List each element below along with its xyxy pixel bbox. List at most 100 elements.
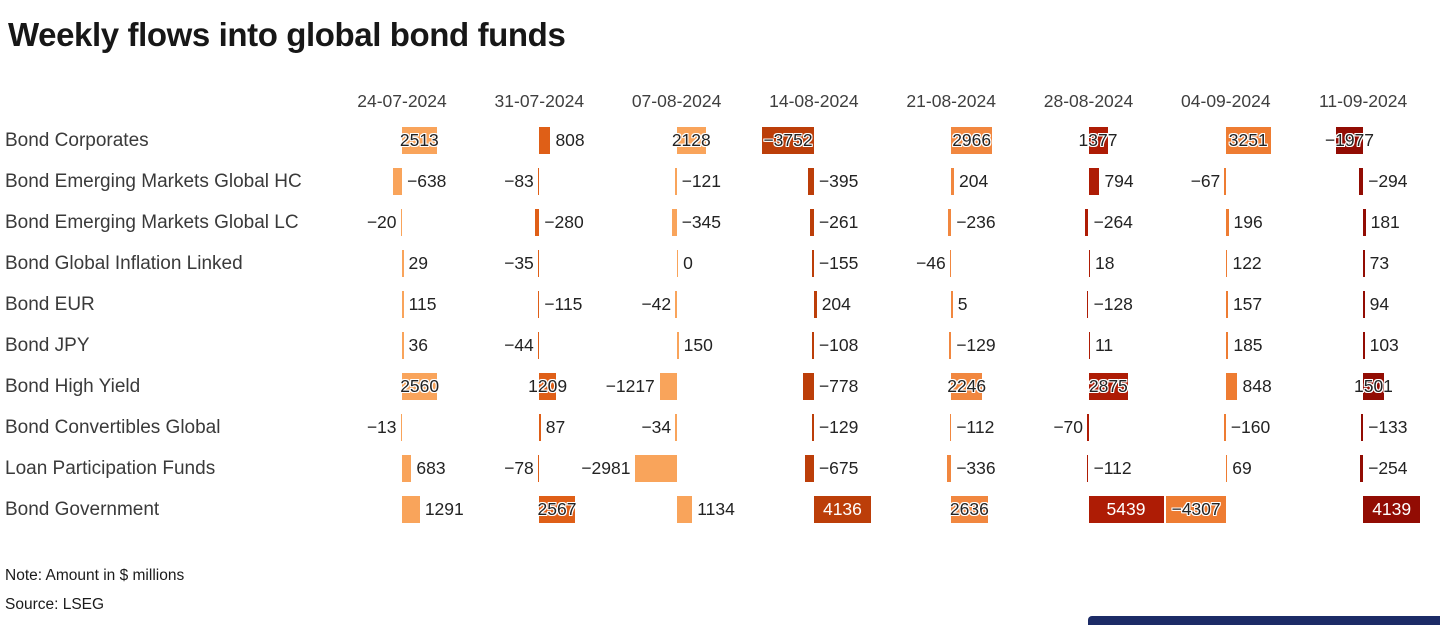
flow-value: −2981 [581, 458, 631, 478]
flow-value: 1134 [697, 499, 735, 519]
flow-bar [947, 209, 952, 236]
flow-bar [1088, 250, 1090, 277]
column-header-date: 14-08-2024 [769, 91, 859, 111]
flow-bar [951, 127, 993, 154]
flow-value: 2560 [400, 376, 440, 396]
flow-value: 808 [555, 130, 585, 150]
flow-value: 794 [1104, 171, 1134, 191]
flow-bar [946, 455, 952, 482]
flow-value: −345 [681, 212, 722, 232]
flow-bar [951, 168, 954, 195]
row-label: Bond Emerging Markets Global LC [5, 212, 299, 233]
flow-value: 1291 [424, 499, 464, 519]
flow-bar [659, 373, 677, 400]
row-label: Bond Global Inflation Linked [5, 253, 243, 274]
flow-value: 29 [408, 253, 428, 273]
flow-value: −160 [1230, 417, 1271, 437]
flow-bar [1225, 455, 1228, 482]
flow-value: 185 [1233, 335, 1263, 355]
flow-value: −42 [641, 294, 672, 314]
column-header-date: 07-08-2024 [631, 91, 722, 111]
flow-value: 150 [683, 335, 713, 355]
column-header-date: 21-08-2024 [906, 91, 996, 111]
flow-bar [400, 414, 402, 441]
flow-bar [1084, 209, 1089, 236]
flow-bar [951, 373, 983, 400]
row-label: Bond JPY [5, 335, 90, 356]
flow-bar [674, 168, 677, 195]
flow-value: −778 [818, 376, 859, 396]
flow-value: −67 [1190, 171, 1221, 191]
flow-bar [1086, 455, 1089, 482]
flow-bar [949, 250, 952, 277]
flow-bar [1335, 127, 1364, 154]
flow-bar [539, 127, 551, 154]
flows-chart: 24-07-2024 31-07-2024 07-08-2024 14-08-2024… [5, 91, 1421, 523]
flow-value: 11 [1095, 335, 1114, 355]
flow-bar [1363, 332, 1365, 359]
flow-value: −3752 [763, 130, 813, 150]
flow-value: 0 [683, 253, 693, 273]
flow-value: −44 [504, 335, 534, 355]
flow-value: 157 [1232, 294, 1263, 314]
flow-bar [813, 291, 817, 318]
column-header-date: 28-08-2024 [1043, 91, 1134, 111]
flow-bar [808, 168, 814, 195]
column-header-date: 31-07-2024 [494, 91, 585, 111]
flow-bar [676, 496, 693, 523]
flow-value: −236 [956, 212, 996, 232]
flow-bar [676, 127, 706, 154]
flow-value: −128 [1093, 294, 1133, 314]
flow-value: 2966 [952, 130, 992, 150]
flow-value: 103 [1369, 335, 1399, 355]
flow-value: 2128 [671, 130, 711, 150]
flow-value: −46 [916, 253, 946, 273]
brand-bar [1088, 616, 1440, 625]
column-header-date: 11-09-2024 [1318, 91, 1408, 111]
flow-value: −129 [818, 417, 859, 437]
flow-bar [813, 496, 871, 523]
flow-value: 4139 [1372, 499, 1412, 519]
flow-value: 3251 [1228, 130, 1268, 150]
flow-value: 848 [1242, 376, 1272, 396]
flow-bar [402, 455, 412, 482]
flow-bar [393, 168, 402, 195]
flow-value: −155 [818, 253, 859, 273]
flow-bar [676, 332, 679, 359]
flow-value: 69 [1232, 458, 1252, 478]
flow-bar [675, 414, 677, 441]
flow-bar [1088, 373, 1129, 400]
flow-value: −264 [1093, 212, 1133, 232]
flow-value: 2875 [1088, 376, 1128, 396]
chart-source: Source: LSEG [5, 596, 105, 613]
flow-value: −112 [956, 417, 995, 437]
flow-value: 73 [1369, 253, 1390, 273]
flow-bar [402, 373, 438, 400]
flow-bar [949, 332, 952, 359]
flow-value: 204 [959, 171, 989, 191]
flow-bar [676, 250, 679, 277]
flow-value: −13 [366, 417, 397, 437]
flow-value: −4307 [1171, 499, 1221, 519]
flow-bar [535, 209, 540, 236]
flow-value: 2513 [399, 130, 439, 150]
flow-value: −35 [504, 253, 534, 273]
flow-bar [539, 373, 556, 400]
flow-value: −294 [1368, 171, 1408, 191]
flow-bar [402, 332, 404, 359]
flow-bar [1166, 496, 1226, 523]
flow-bar [635, 455, 677, 482]
flow-value: 1209 [528, 376, 568, 396]
flow-bar [804, 455, 814, 482]
flow-value: −83 [504, 171, 534, 191]
flow-value: −121 [681, 171, 722, 191]
flow-value: −115 [544, 294, 583, 314]
flow-bar [1225, 373, 1238, 400]
flow-bar [539, 414, 541, 441]
flow-bar [402, 291, 404, 318]
flow-bar [1223, 414, 1226, 441]
flow-bar [1225, 209, 1229, 236]
flow-value: 18 [1095, 253, 1115, 273]
flow-bar [537, 168, 540, 195]
